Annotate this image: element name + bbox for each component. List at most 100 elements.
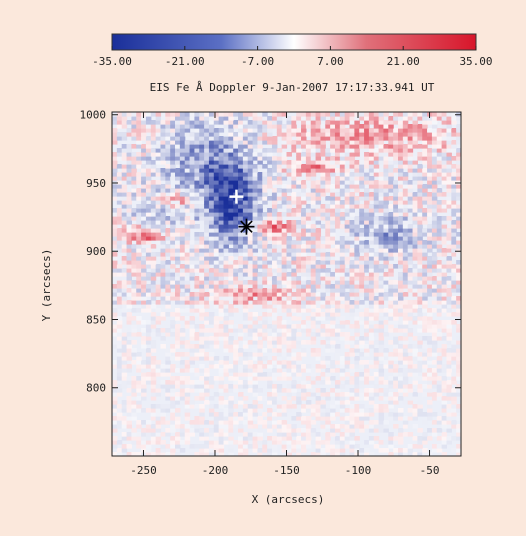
- heatmap-cell: [267, 452, 273, 456]
- heatmap-cell: [422, 352, 428, 357]
- heatmap-cell: [121, 408, 128, 413]
- heatmap-cell: [184, 404, 191, 409]
- heatmap-cell: [208, 240, 215, 245]
- heatmap-cell: [238, 140, 244, 145]
- heatmap-cell: [165, 248, 171, 253]
- heatmap-cell: [427, 348, 433, 353]
- heatmap-cell: [393, 196, 399, 201]
- heatmap-cell: [417, 368, 423, 373]
- heatmap-cell: [397, 132, 404, 137]
- heatmap-cell: [427, 264, 433, 269]
- heatmap-cell: [150, 260, 157, 265]
- heatmap-cell: [208, 208, 215, 213]
- heatmap-cell: [427, 416, 433, 421]
- heatmap-cell: [325, 416, 331, 421]
- heatmap-cell: [223, 332, 229, 337]
- heatmap-cell: [407, 124, 414, 129]
- heatmap-cell: [431, 232, 438, 237]
- heatmap-cell: [325, 236, 331, 241]
- heatmap-cell: [436, 144, 443, 149]
- heatmap-cell: [364, 268, 370, 273]
- heatmap-cell: [271, 240, 278, 245]
- heatmap-cell: [301, 260, 307, 265]
- heatmap-cell: [145, 440, 152, 445]
- heatmap-cell: [373, 276, 380, 281]
- heatmap-cell: [121, 196, 128, 201]
- heatmap-cell: [422, 252, 428, 257]
- heatmap-cell: [451, 392, 457, 397]
- heatmap-cell: [301, 380, 307, 385]
- heatmap-cell: [252, 200, 259, 205]
- heatmap-cell: [189, 260, 196, 265]
- heatmap-cell: [150, 204, 157, 209]
- heatmap-cell: [267, 396, 273, 401]
- heatmap-cell: [116, 364, 123, 369]
- heatmap-cell: [126, 268, 132, 273]
- heatmap-cell: [208, 268, 215, 273]
- heatmap-cell: [281, 144, 288, 149]
- heatmap-cell: [131, 436, 137, 441]
- heatmap-cell: [368, 440, 375, 445]
- heatmap-cell: [184, 224, 191, 229]
- heatmap-cell: [451, 244, 457, 249]
- heatmap-cell: [247, 272, 254, 277]
- heatmap-cell: [388, 232, 394, 237]
- heatmap-cell: [315, 112, 322, 117]
- heatmap-cell: [407, 236, 414, 241]
- heatmap-cell: [199, 296, 205, 301]
- heatmap-cell: [218, 120, 225, 125]
- heatmap-cell: [359, 132, 365, 137]
- heatmap-cell: [228, 156, 234, 161]
- heatmap-cell: [141, 276, 147, 281]
- heatmap-cell: [194, 240, 200, 245]
- heatmap-cell: [320, 412, 326, 417]
- heatmap-cell: [179, 184, 186, 189]
- heatmap-cell: [208, 212, 215, 217]
- heatmap-cell: [218, 300, 225, 305]
- heatmap-cell: [315, 204, 322, 209]
- heatmap-cell: [286, 392, 292, 397]
- heatmap-cell: [451, 388, 457, 393]
- heatmap-cell: [208, 200, 215, 205]
- heatmap-cell: [199, 136, 205, 141]
- heatmap-cell: [204, 172, 210, 177]
- heatmap-cell: [170, 408, 176, 413]
- heatmap-cell: [378, 404, 385, 409]
- heatmap-cell: [218, 188, 225, 193]
- heatmap-cell: [145, 328, 152, 333]
- heatmap-cell: [242, 320, 249, 325]
- heatmap-cell: [271, 232, 278, 237]
- heatmap-cell: [286, 204, 292, 209]
- heatmap-cell: [368, 120, 375, 125]
- heatmap-cell: [223, 120, 229, 125]
- heatmap-cell: [456, 356, 461, 361]
- heatmap-cell: [175, 412, 181, 417]
- heatmap-cell: [301, 284, 307, 289]
- heatmap-cell: [334, 296, 341, 301]
- heatmap-cell: [194, 244, 200, 249]
- heatmap-cell: [242, 364, 249, 369]
- heatmap-cell: [383, 168, 389, 173]
- heatmap-cell: [150, 372, 157, 377]
- heatmap-cell: [189, 208, 196, 213]
- heatmap-cell: [412, 156, 418, 161]
- heatmap-cell: [262, 248, 268, 253]
- heatmap-cell: [320, 216, 326, 221]
- heatmap-cell: [184, 432, 191, 437]
- heatmap-cell: [310, 160, 317, 165]
- heatmap-cell: [141, 196, 147, 201]
- heatmap-cell: [276, 196, 283, 201]
- heatmap-cell: [334, 256, 341, 261]
- heatmap-cell: [334, 160, 341, 165]
- heatmap-cell: [281, 376, 288, 381]
- heatmap-cell: [315, 260, 322, 265]
- heatmap-cell: [422, 196, 428, 201]
- heatmap-cell: [213, 256, 220, 261]
- heatmap-cell: [238, 300, 244, 305]
- heatmap-cell: [257, 256, 263, 261]
- heatmap-cell: [373, 228, 380, 233]
- heatmap-cell: [150, 224, 157, 229]
- heatmap-cell: [354, 356, 360, 361]
- heatmap-cell: [141, 380, 147, 385]
- heatmap-cell: [417, 452, 423, 456]
